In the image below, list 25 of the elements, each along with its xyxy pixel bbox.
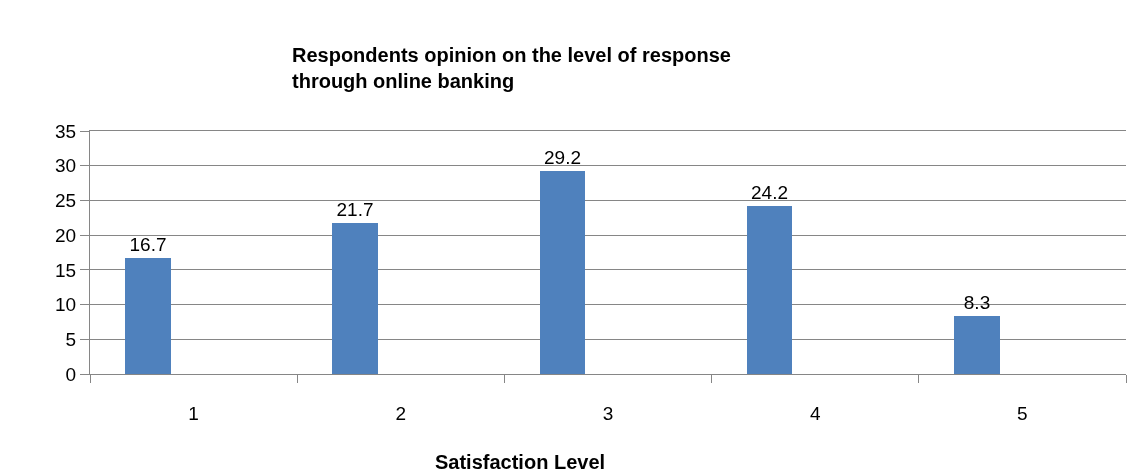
x-axis-title: Satisfaction Level [435,451,606,472]
bar [954,316,1000,374]
y-tick-label: 10 [55,294,77,316]
x-tick-label: 5 [1017,402,1028,424]
chart-title: Respondents opinion on the level of response through online banking [292,44,731,92]
data-label: 24.2 [751,182,788,203]
y-tick-label: 15 [55,259,77,281]
data-label: 16.7 [129,234,167,255]
y-tick-label: 5 [65,328,77,350]
bar [747,206,792,374]
data-label: 21.7 [336,199,374,220]
data-label: 29.2 [544,147,581,168]
bar [540,171,585,374]
y-tick-label: 20 [55,224,77,246]
x-tick-label: 4 [809,402,821,424]
y-tick-label: 25 [55,190,77,212]
x-tick-label: 1 [188,402,199,424]
y-tick-label: 30 [55,155,77,177]
bar [332,223,378,374]
x-tick-label: 3 [602,402,614,424]
y-tick-label: 35 [55,120,77,142]
x-tick-label: 2 [395,402,407,424]
data-label: 8.3 [963,292,991,313]
y-tick-label: 0 [65,363,77,385]
bar [125,258,171,374]
